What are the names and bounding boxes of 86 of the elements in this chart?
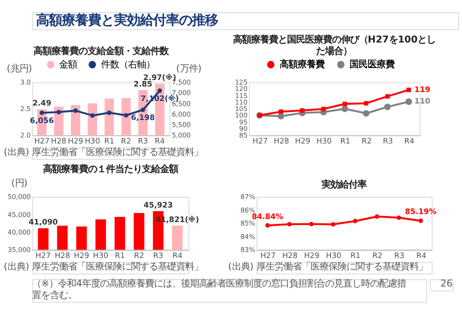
- point: [405, 98, 412, 105]
- x-tick-label: H28: [282, 250, 298, 260]
- x-tick-label: R3: [138, 136, 148, 146]
- chart-title: 高額療養費の支給金額・支給件数: [33, 46, 170, 57]
- point: [342, 102, 348, 106]
- text: (出典) 厚生労働省「医療保険に関する基礎資料」: [4, 147, 204, 158]
- x-tick-label: R1: [114, 250, 126, 260]
- data-label: 41,090: [28, 217, 58, 226]
- text: 高額療養費と実効給付率の推移: [36, 12, 218, 28]
- x-tick-label: H29: [295, 136, 311, 146]
- x-tick-label: R1: [350, 250, 361, 260]
- x-tick-label: H30: [84, 136, 100, 146]
- x-tick-label: R1: [104, 136, 114, 146]
- point: [321, 106, 326, 112]
- data-label: 45,923: [144, 200, 173, 210]
- x-tick-label: R2: [362, 136, 372, 146]
- legend-label: 金額: [59, 59, 78, 70]
- text: 26: [440, 278, 453, 290]
- point: [352, 218, 358, 224]
- data-label: 84.84%: [252, 212, 284, 221]
- point: [396, 215, 402, 220]
- x-tick-label: H27: [260, 250, 276, 260]
- point: [309, 222, 314, 226]
- x-tick-label: H30: [93, 250, 109, 260]
- y-axis-title: (兆円): [6, 63, 32, 74]
- data-label: 6,198: [130, 113, 155, 122]
- x-tick-label: R2: [372, 250, 383, 260]
- point: [374, 214, 380, 219]
- x-tick-label: H27: [34, 136, 50, 146]
- data-label: 85.19%: [405, 207, 437, 216]
- legend-label: 高額療養費: [279, 59, 324, 70]
- data-label: 119: [414, 84, 430, 94]
- point: [418, 218, 423, 223]
- point: [406, 88, 411, 92]
- x-tick-label: H29: [68, 136, 84, 146]
- point: [158, 88, 162, 93]
- x-tick-label: H30: [316, 136, 332, 146]
- data-label: 6,056: [30, 116, 54, 126]
- point: [90, 113, 95, 118]
- chart-title: 高額療養費の１件当たり支給金額: [42, 164, 178, 176]
- data-label: 2.85: [134, 79, 152, 88]
- point: [384, 104, 391, 110]
- point: [300, 108, 304, 113]
- point: [124, 113, 128, 118]
- x-tick-label: H27: [252, 136, 268, 146]
- point: [330, 222, 336, 227]
- y-axis-title: (円): [11, 178, 28, 189]
- point: [364, 101, 368, 106]
- x-tick-label: R4: [404, 136, 414, 146]
- point: [140, 108, 146, 112]
- x-tick-label: R3: [153, 250, 164, 260]
- point: [385, 94, 390, 99]
- x-tick-label: R3: [382, 136, 394, 146]
- x-tick-label: R3: [394, 250, 405, 260]
- x-tick-label: H29: [74, 250, 90, 260]
- x-tick-label: H28: [51, 136, 67, 146]
- point: [107, 110, 112, 115]
- text: （※）令和4年度の高額療養費には、後期高齢者医療制度の窓口負担割合の見直し時の配慮措置を含む。: [32, 278, 406, 302]
- x-tick-label: R4: [172, 250, 183, 260]
- x-tick-label: R4: [416, 250, 426, 260]
- chart-title: 実効給付率: [320, 179, 367, 190]
- text: (出典) 厚生労働省「医療保険に関する基礎資料」: [228, 262, 428, 273]
- x-tick-label: H27: [36, 250, 52, 260]
- point: [342, 106, 348, 112]
- x-tick-label: H28: [54, 250, 70, 260]
- point: [287, 222, 292, 226]
- x-tick-label: H30: [326, 250, 342, 260]
- x-tick-label: R4: [154, 136, 165, 146]
- x-tick-label: R1: [340, 136, 351, 146]
- point: [40, 110, 44, 116]
- point: [362, 110, 370, 117]
- point: [265, 223, 270, 228]
- chart-title: 高額療養費と国民医療費の伸び（H27を100とした場合）: [232, 34, 436, 57]
- x-tick-label: R2: [121, 136, 132, 146]
- point: [56, 110, 61, 114]
- x-tick-label: H29: [304, 250, 320, 260]
- y2-axis-title: (万件): [176, 63, 202, 74]
- data-label: 2.49: [32, 98, 52, 108]
- point: [278, 109, 284, 114]
- x-tick-label: R2: [134, 250, 144, 260]
- legend-label: 国民医療費: [349, 59, 394, 70]
- legend-label: 件数（右軸）: [100, 59, 155, 70]
- point: [73, 108, 78, 113]
- x-tick-label: H28: [274, 136, 290, 146]
- text: (出典) 厚生労働省「医療保険に関する基礎資料」: [4, 262, 204, 273]
- data-label: 110: [414, 96, 430, 106]
